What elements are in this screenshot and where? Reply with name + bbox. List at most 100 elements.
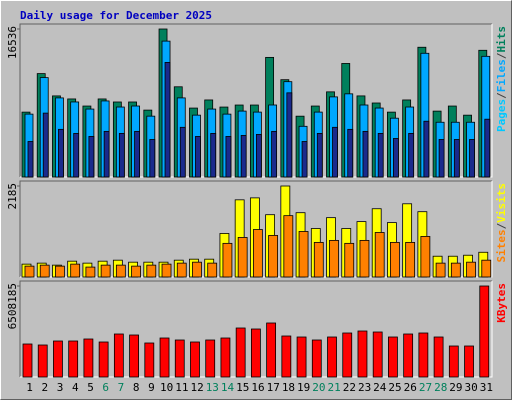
bar	[435, 262, 446, 278]
bar	[115, 264, 126, 278]
legend: KBytes	[495, 283, 508, 323]
x-tick-label: 16	[251, 381, 264, 394]
bar	[88, 136, 95, 178]
bar	[347, 128, 354, 178]
bar	[344, 242, 355, 278]
bar	[301, 141, 308, 178]
x-tick-label: 7	[118, 381, 125, 394]
x-tick-label: 15	[236, 381, 249, 394]
bar	[390, 241, 400, 278]
bar	[420, 236, 431, 278]
bar	[237, 237, 248, 278]
x-tick-label: 13	[206, 381, 219, 394]
bar	[55, 265, 65, 278]
bar	[161, 263, 172, 278]
bar	[438, 139, 445, 178]
x-tick-label: 6	[102, 381, 109, 394]
bar	[225, 136, 232, 178]
legend-entry: Files	[495, 59, 508, 92]
bar	[68, 340, 79, 378]
bar	[484, 118, 491, 178]
bar	[281, 335, 292, 378]
bar	[24, 265, 35, 278]
bar	[286, 92, 293, 178]
bar	[362, 130, 369, 178]
x-tick-label: 1	[26, 381, 33, 394]
x-tick-label: 30	[465, 381, 478, 394]
bar	[240, 135, 247, 178]
bar	[433, 336, 444, 378]
bar	[268, 235, 279, 278]
bar	[144, 342, 155, 378]
legend-entry: Sites	[495, 229, 508, 262]
bar	[296, 336, 307, 378]
bar	[481, 259, 492, 278]
bar	[332, 126, 338, 178]
x-tick-label: 31	[480, 381, 493, 394]
bar	[85, 266, 96, 278]
bar	[210, 132, 217, 178]
bar	[252, 229, 263, 278]
x-tick-label: 5	[87, 381, 94, 394]
x-tick-label: 19	[297, 381, 310, 394]
bar	[450, 262, 461, 278]
x-tick-label: 4	[72, 381, 79, 394]
bar	[469, 139, 475, 178]
x-tick-label: 10	[160, 381, 173, 394]
legend-separator: /	[495, 52, 508, 59]
bar	[222, 242, 233, 278]
bar	[192, 261, 202, 278]
bar	[235, 327, 246, 378]
x-tick-label: 22	[343, 381, 356, 394]
bar	[313, 241, 324, 278]
bar	[118, 132, 125, 178]
x-tick-label: 23	[358, 381, 371, 394]
panel-border-dark	[19, 180, 492, 277]
panel-border-dark	[19, 23, 492, 177]
bar	[329, 239, 339, 278]
bar	[159, 337, 170, 378]
bar	[27, 141, 34, 178]
bar	[103, 130, 110, 178]
bar	[283, 215, 294, 278]
bar	[388, 336, 398, 378]
legend-separator: /	[495, 222, 508, 229]
bar	[39, 264, 50, 278]
bar	[22, 343, 33, 378]
bar	[149, 139, 156, 178]
bar	[342, 332, 353, 378]
bar	[423, 120, 430, 178]
bar	[405, 241, 416, 278]
bar	[176, 262, 187, 278]
bar	[448, 345, 459, 378]
x-tick-label: 26	[404, 381, 417, 394]
bar	[37, 344, 48, 378]
bar	[372, 331, 383, 378]
x-tick-label: 24	[373, 381, 387, 394]
bar	[464, 345, 474, 378]
x-tick-label: 21	[328, 381, 341, 394]
bar	[220, 337, 231, 378]
x-tick-label: 14	[221, 381, 235, 394]
bar	[129, 334, 139, 378]
bar	[70, 263, 81, 278]
legend-entry: Hits	[495, 26, 508, 53]
legend: Sites/Visits	[495, 183, 508, 263]
bar	[271, 130, 278, 178]
legend-entry: Pages	[495, 99, 508, 132]
legend-separator: /	[495, 92, 508, 99]
x-tick-label: 11	[175, 381, 188, 394]
bar	[453, 139, 460, 178]
x-tick-label: 8	[133, 381, 140, 394]
bar	[134, 130, 140, 178]
bar	[146, 264, 157, 278]
x-tick-label: 17	[267, 381, 280, 394]
bar	[298, 231, 309, 278]
bar	[174, 339, 185, 378]
bar	[255, 134, 262, 178]
bar	[195, 136, 201, 178]
bar	[42, 112, 49, 178]
bar	[377, 132, 384, 178]
x-tick-label: 18	[282, 381, 295, 394]
